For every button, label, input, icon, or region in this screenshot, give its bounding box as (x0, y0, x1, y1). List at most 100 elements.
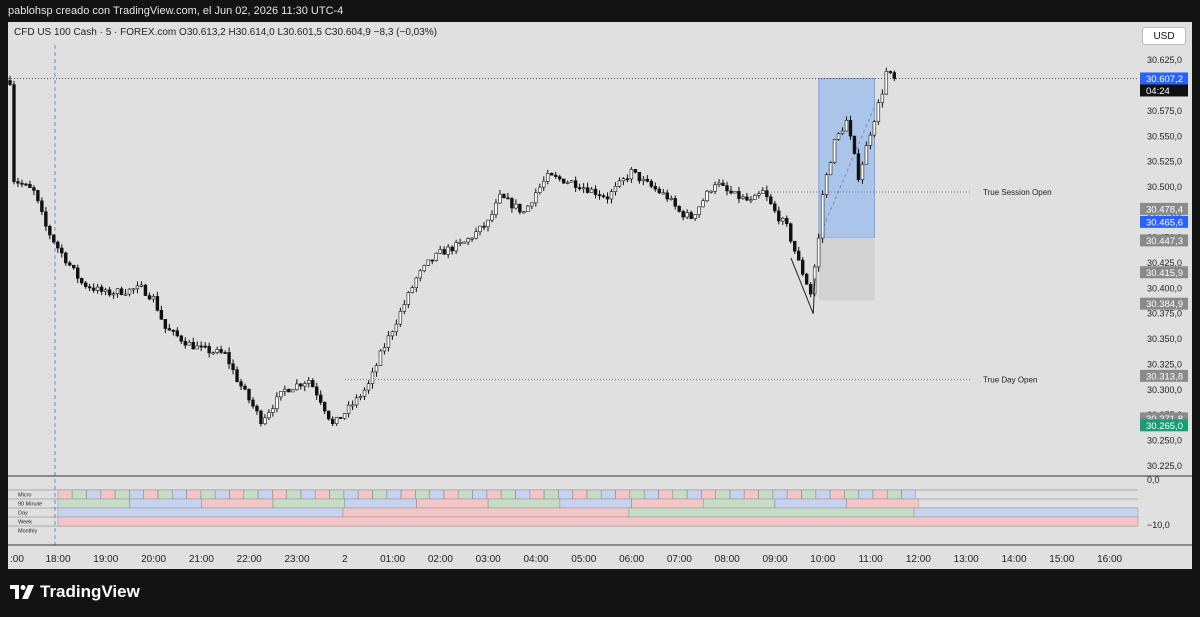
micro-block (586, 489, 602, 500)
candle-body (868, 134, 873, 146)
candle-body (721, 182, 725, 186)
candle-body (191, 342, 195, 350)
candle-body (605, 196, 610, 200)
candle-body (52, 234, 56, 243)
candle-body (87, 286, 92, 289)
candle-body (16, 181, 20, 184)
candle-body (76, 267, 80, 279)
micro-block (758, 489, 773, 500)
micro-block (672, 489, 688, 500)
candle-body (378, 350, 383, 366)
candle-body (215, 349, 219, 353)
candle-body (601, 195, 606, 198)
level-label: True Session Open (983, 188, 1052, 197)
candle-body (334, 416, 339, 424)
micro-block (787, 489, 802, 500)
candle-body (103, 289, 108, 292)
candle-body (777, 210, 781, 222)
candle-body (394, 323, 399, 333)
candle-body (589, 188, 594, 193)
candle-body (80, 278, 84, 284)
y-tick-label: 30.550,0 (1147, 131, 1182, 141)
x-tick-label: 11:00 (858, 554, 883, 565)
micro-block (687, 489, 702, 500)
candle-body (163, 319, 168, 329)
candle-body (326, 410, 331, 420)
footer-bar (0, 569, 1200, 617)
micro-block (401, 489, 416, 500)
micro-block (887, 489, 902, 500)
candle-body (705, 190, 709, 202)
y-tick-label: 30.500,0 (1147, 182, 1182, 192)
tradingview-logo-icon (10, 585, 34, 599)
candle-body (207, 346, 211, 354)
micro-block (157, 489, 173, 500)
tradingview-logo[interactable]: TradingView (10, 582, 140, 602)
candle-body (773, 203, 777, 212)
candle-body (725, 185, 729, 192)
candle-body (820, 194, 825, 239)
candle-body (219, 349, 223, 353)
candle-body (569, 180, 574, 183)
price-tag (1140, 202, 1188, 215)
candle-body (20, 182, 24, 185)
candle-body (370, 371, 375, 384)
ninety-minute-block (488, 498, 560, 509)
micro-block (386, 489, 402, 500)
micro-block (872, 489, 888, 500)
candle-body (557, 176, 562, 180)
candle-body (195, 345, 199, 350)
candle-body (127, 288, 132, 295)
candle-body (641, 178, 646, 182)
micro-block (358, 489, 373, 500)
x-tick-label: 01:00 (380, 554, 405, 565)
candle-body (406, 292, 411, 305)
currency-button[interactable]: USD (1142, 27, 1186, 45)
candle-body (235, 369, 239, 382)
candle-body (800, 259, 805, 275)
candle-body (673, 198, 677, 207)
candle-body (761, 190, 765, 194)
micro-block (343, 489, 359, 500)
candle-body (95, 286, 100, 291)
ninety-minute-block (129, 498, 202, 509)
candle-body (597, 194, 602, 197)
candle-body (267, 412, 271, 419)
candle-body (231, 363, 235, 371)
candle-body (561, 178, 566, 184)
candle-body (769, 196, 773, 205)
micro-block (558, 489, 573, 500)
x-tick-label: 03:00 (476, 554, 501, 565)
candle-body (824, 174, 829, 195)
micro-block (844, 489, 859, 500)
candle-body (159, 309, 164, 320)
candle-body (434, 252, 438, 261)
candle-body (303, 383, 307, 387)
micro-block (215, 489, 230, 500)
price-tag-label: 30.384,9 (1146, 299, 1183, 310)
candle-body (653, 186, 658, 190)
candle-body (263, 417, 267, 425)
candle-body (243, 385, 247, 390)
candle-body (828, 162, 833, 176)
candle-body (474, 231, 478, 239)
x-tick-label: 09:00 (762, 554, 787, 565)
candle-body (534, 192, 538, 204)
candle-body (386, 335, 391, 348)
micro-block (86, 489, 101, 500)
x-tick-label: 2 (342, 554, 348, 565)
candle-body (470, 237, 474, 240)
x-tick-label: 13:00 (954, 554, 979, 565)
symbol-legend: CFD US 100 Cash · 5 · FOREX.com O30.613,… (14, 27, 438, 38)
candle-body (255, 405, 259, 412)
candle-body (318, 394, 323, 403)
price-tag (1140, 215, 1188, 228)
candle-body (733, 191, 737, 194)
candle-body (454, 242, 458, 252)
candle-body (91, 287, 96, 291)
micro-block (815, 489, 831, 500)
candle-body (135, 285, 140, 290)
indicator-scale-label: −10,0 (1147, 520, 1170, 530)
candle-body (295, 383, 299, 390)
